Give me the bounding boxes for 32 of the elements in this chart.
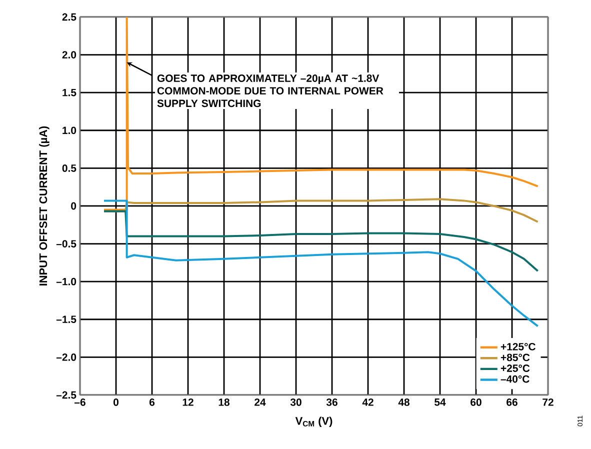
y-tick-label: –2.0 [56, 353, 76, 361]
y-tick-label: 1.0 [62, 126, 76, 134]
y-tick-label: 2.0 [62, 51, 76, 58]
x-tick-label: 0 [114, 398, 118, 406]
y-tick-label: –1.5 [56, 316, 76, 324]
x-tick-label: 24 [254, 398, 266, 406]
legend-label: +85°C [500, 354, 530, 362]
legend-label: –40°C [500, 375, 530, 383]
x-tick-label: –6 [74, 398, 86, 406]
y-tick-label: 0 [71, 202, 76, 210]
x-tick-label: 36 [326, 398, 338, 406]
x-axis-title: V$_{CM}$ (V) [295, 416, 332, 427]
legend-label: +125°C [500, 342, 536, 350]
y-axis-title: INPUT OFFSET CURRENT (µA) [39, 126, 50, 286]
x-tick-label: 12 [182, 398, 194, 406]
x-tick-label: 66 [506, 398, 518, 406]
x-tick-label: 72 [542, 398, 554, 406]
x-tick-label: 42 [362, 398, 374, 406]
y-tick-label: 2.5 [62, 13, 76, 21]
x-tick-label: 30 [290, 398, 302, 406]
y-tick-label: 0.5 [62, 164, 76, 172]
y-tick-label: 1.5 [62, 88, 76, 96]
x-tick-label: 60 [470, 398, 482, 406]
x-tick-label: 48 [398, 398, 410, 406]
x-tick-label: 6 [149, 398, 155, 406]
y-tick-label: –2.5 [56, 391, 76, 399]
y-tick-label: –0.5 [56, 240, 76, 248]
x-tick-label: 54 [434, 398, 446, 406]
legend-label: +25°C [500, 364, 530, 372]
y-tick-label: –1.0 [56, 278, 76, 286]
x-tick-label: 18 [218, 398, 230, 406]
annotation: GOES TO APPROXIMATELY –20µA AT ~1.8V COMMON-MODE DUE TO INTERNAL POWER SUPPLY SWITCHING [157, 74, 384, 108]
